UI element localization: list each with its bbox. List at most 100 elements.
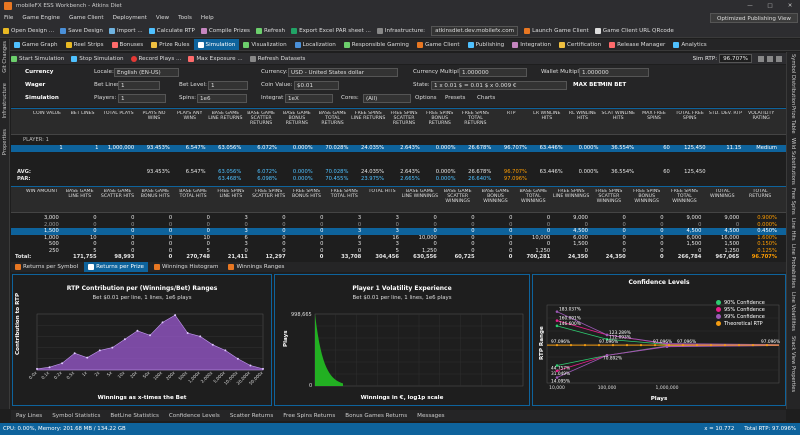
column-header[interactable]: STD. DEV. RTP xyxy=(708,111,742,116)
players-input[interactable]: 1 xyxy=(118,94,166,103)
cores-select[interactable]: (All) xyxy=(363,94,411,103)
locale-select[interactable]: English (EN-US) xyxy=(114,68,179,77)
presets-menu[interactable]: Presets xyxy=(445,95,466,101)
column-header[interactable]: FREE SPINS BONUS HITS xyxy=(292,189,321,200)
max-bet-button[interactable]: MAX BET xyxy=(573,82,602,88)
column-header[interactable]: PLAYS ANY WINS xyxy=(177,111,203,122)
save-design-button[interactable]: Save Design xyxy=(60,27,103,34)
column-header[interactable]: TOTAL WINNINGS xyxy=(710,189,735,200)
record-plays-button[interactable]: Record Plays ... xyxy=(130,55,181,62)
tab-analytics[interactable]: Analytics xyxy=(669,39,710,50)
export-excel-button[interactable]: Export Excel PAR sheet ... xyxy=(291,27,371,34)
menu-view[interactable]: View xyxy=(155,15,170,21)
tab-pay-lines[interactable]: Pay Lines xyxy=(16,412,43,419)
column-header[interactable]: BASE GAME SCATTER HITS xyxy=(100,189,135,200)
column-header[interactable]: FREE SPINS TOTAL WINNINGS xyxy=(670,189,699,205)
tab-game-graph[interactable]: Game Graph xyxy=(10,39,62,50)
launch-game-client-button[interactable]: Launch Game Client xyxy=(524,27,589,34)
menu-tools[interactable]: Tools xyxy=(178,15,192,21)
column-header[interactable]: FREE SPINS SCATTER HITS xyxy=(252,189,286,200)
currency-multiplier-input[interactable]: 1.000000 xyxy=(459,68,527,77)
calculate-rtp-button[interactable]: Calculate RTP xyxy=(148,27,195,34)
column-header[interactable]: BASE GAME SCATTER WINNINGS xyxy=(443,189,472,205)
bet-level-input[interactable]: 1 xyxy=(208,81,248,90)
column-header[interactable]: BASE GAME LINE RETURNS xyxy=(208,111,243,122)
tab-returns-per-symbol[interactable]: Returns per Symbol xyxy=(11,262,82,272)
menu-help[interactable]: Help xyxy=(200,15,214,21)
table-row[interactable]: 1,000 10 0 0 10 6 0 0 6 16 10,000 0 0 10,000 6,000 0 0 6,… xyxy=(11,235,786,242)
max-exposure-button[interactable]: Max Exposure ... xyxy=(188,55,243,62)
tab-messages[interactable]: Messages xyxy=(417,412,445,419)
column-header[interactable]: TOTAL HITS xyxy=(368,189,396,194)
column-header[interactable]: FREE SPINS SCATTER WINNINGS xyxy=(595,189,623,205)
column-header[interactable]: FREE SPINS LINE HITS xyxy=(217,189,245,200)
column-header[interactable]: BASE GAME BONUS WINNINGS xyxy=(481,189,510,205)
tab-game-client[interactable]: Game Client xyxy=(413,39,464,50)
column-header[interactable]: TOTAL FREE SPINS xyxy=(675,111,704,122)
refresh-datasets-button[interactable]: Refresh Datasets xyxy=(249,55,305,62)
column-header[interactable]: TOTAL PLAYS xyxy=(102,111,134,116)
tab-responsible-gaming[interactable]: Responsible Gaming xyxy=(340,39,413,50)
currency-select[interactable]: USD - United States dollar xyxy=(288,68,398,77)
table-row[interactable]: 3,000 0 0 0 0 3 0 0 3 3 0 0 0 0 9,000 0 0 9,000 9,000 0.900… xyxy=(11,215,786,222)
menu-game-engine[interactable]: Game Engine xyxy=(22,15,60,21)
tab-free-spins-returns[interactable]: Free Spins Returns xyxy=(283,412,336,419)
column-header[interactable]: BASE GAME TOTAL RETURNS xyxy=(318,111,347,127)
menu-game-client[interactable]: Game Client xyxy=(68,15,104,21)
tab-betline-statistics[interactable]: BetLine Statistics xyxy=(110,412,159,419)
column-header[interactable]: PLAYS NO WINS xyxy=(142,111,166,122)
column-header[interactable]: FREE SPINS BONUS RETURNS xyxy=(426,111,454,127)
tab-certification[interactable]: Certification xyxy=(555,39,605,50)
line-probabilities-tab[interactable]: Line Probabilities xyxy=(790,244,796,289)
wild-substitutions-tab[interactable]: Wild Substitutions xyxy=(790,138,796,185)
column-header[interactable]: LR WINLINE HITS xyxy=(533,111,561,122)
compile-prizes-button[interactable]: Compile Prizes xyxy=(200,27,250,34)
close-icon[interactable]: ✕ xyxy=(787,3,793,9)
game-client-url-button[interactable]: Game Client URL QRcode xyxy=(594,27,674,34)
tab-scatter-returns[interactable]: Scatter Returns xyxy=(229,412,274,419)
properties-tab[interactable]: Properties xyxy=(2,129,8,156)
column-header[interactable]: FREE SPINS BONUS WINNINGS xyxy=(633,189,661,205)
column-header[interactable]: FREE SPINS LINE WINNINGS xyxy=(552,189,590,200)
integration-select[interactable]: 1eX xyxy=(285,94,333,103)
layout-icon[interactable] xyxy=(758,55,764,62)
column-header[interactable]: FREE SPINS TOTAL RETURNS xyxy=(461,111,489,127)
free-spins-tab[interactable]: Free Spins xyxy=(790,188,796,215)
options-menu[interactable]: Options xyxy=(415,95,437,101)
tab-symbol-statistics[interactable]: Symbol Statistics xyxy=(52,412,101,419)
tab-returns-per-prize[interactable]: Returns per Prize xyxy=(84,262,149,272)
column-header[interactable]: BASE GAME TOTAL WINNINGS xyxy=(519,189,548,205)
infrastructure-tab[interactable]: Infrastructure xyxy=(2,83,8,119)
export-icon[interactable] xyxy=(767,55,773,62)
spins-input[interactable]: 1e6 xyxy=(197,94,247,103)
column-header[interactable]: MAX FREE SPINS xyxy=(642,111,666,122)
refresh-button[interactable]: Refresh xyxy=(255,27,285,34)
bet-lines-input[interactable]: 1 xyxy=(118,81,160,90)
tab-simulation[interactable]: Simulation xyxy=(193,39,240,50)
column-header[interactable]: COIN VALUE xyxy=(32,111,61,116)
tab-release-manager[interactable]: Release Manager xyxy=(605,39,669,50)
column-header[interactable]: BASE GAME TOTAL HITS xyxy=(179,189,207,200)
stack-view-properties-tab[interactable]: Stack View Properties xyxy=(790,336,796,393)
column-header[interactable]: FREE SPINS LINE RETURNS xyxy=(351,111,386,122)
minimize-icon[interactable]: — xyxy=(747,3,753,9)
tab-reel-strips[interactable]: Reel Strips xyxy=(62,39,108,50)
infrastructure-select[interactable]: atkinsdiet.dev.mobilefx.com xyxy=(431,25,519,36)
open-design-button[interactable]: Open Design ... xyxy=(3,27,54,34)
table-row[interactable]: 1,500 0 0 0 0 3 0 0 3 3 0 0 0 0 4,500 0 0 4,500 4,500 0.450… xyxy=(11,228,786,235)
line-hits-tab[interactable]: Line Hits xyxy=(790,218,796,241)
column-header[interactable]: BASE GAME BONUS RETURNS xyxy=(283,111,311,127)
menu-deployment[interactable]: Deployment xyxy=(112,15,147,21)
table-row[interactable]: 2,000 0 0 0 0 0 0 0 0 0 0 0 0 0 0 0 0 0 0 0.000% xyxy=(11,222,786,229)
coin-value-input[interactable]: $0.01 xyxy=(294,81,339,90)
tab-integration[interactable]: Integration xyxy=(508,39,555,50)
tab-bonuses[interactable]: Bonuses xyxy=(108,39,148,50)
table-row[interactable]: 500 0 0 0 0 3 0 0 3 3 0 0 0 0 1,500 0 0 1,500 1,500 0.150% xyxy=(11,241,786,248)
tab-winnings-histogram[interactable]: Winnings Histogram xyxy=(150,262,222,272)
column-header[interactable]: RL WINLINE HITS xyxy=(568,111,597,122)
column-header[interactable]: BET LINES xyxy=(70,111,95,116)
tab-publishing[interactable]: Publishing xyxy=(464,39,509,50)
publishing-view-select[interactable]: Optimized Publishing View xyxy=(709,13,798,23)
charts-menu[interactable]: Charts xyxy=(477,95,496,101)
column-header[interactable]: FREE SPINS SCATTER RETURNS xyxy=(390,111,418,127)
